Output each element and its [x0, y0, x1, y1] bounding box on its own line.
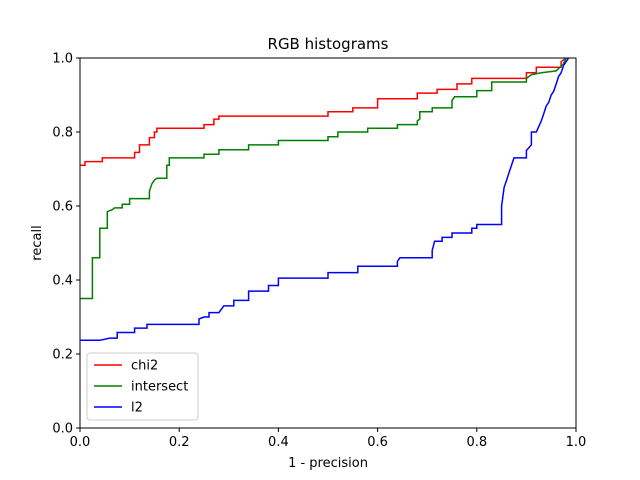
- plot-frame: [79, 57, 577, 429]
- legend-box: [86, 352, 199, 421]
- y-tick-label: 1.0: [52, 52, 73, 67]
- series-line-intersect: [80, 57, 567, 300]
- legend-label-chi2: chi2: [131, 359, 158, 374]
- legend-label-l2: l2: [131, 401, 143, 416]
- x-tick-label: 0.8: [466, 435, 487, 450]
- x-tick-label: 0.0: [70, 435, 91, 450]
- x-tick-label: 0.4: [268, 435, 289, 450]
- x-tick-label: 1.0: [566, 435, 587, 450]
- chart-title: RGB histograms: [268, 35, 389, 53]
- series-line-chi2: [80, 57, 567, 167]
- y-axis: 0.0 0.2 0.4 0.6 0.8 1.0: [52, 52, 80, 437]
- y-tick-label: 0.6: [52, 200, 73, 215]
- x-axis-label: 1 - precision: [288, 456, 368, 471]
- y-tick-label: 0.2: [52, 348, 73, 363]
- series-line-l2: [80, 57, 570, 342]
- plot-lines: [80, 57, 570, 342]
- y-tick-label: 0.0: [52, 422, 73, 437]
- x-axis: 0.0 0.2 0.4 0.6 0.8 1.0: [70, 428, 587, 450]
- legend-label-intersect: intersect: [131, 380, 188, 395]
- x-tick-label: 0.2: [169, 435, 190, 450]
- legend: chi2 intersect l2: [86, 352, 199, 421]
- y-tick-label: 0.8: [52, 126, 73, 141]
- y-axis-label: recall: [30, 225, 45, 260]
- y-tick-label: 0.4: [52, 274, 73, 289]
- x-tick-label: 0.6: [367, 435, 388, 450]
